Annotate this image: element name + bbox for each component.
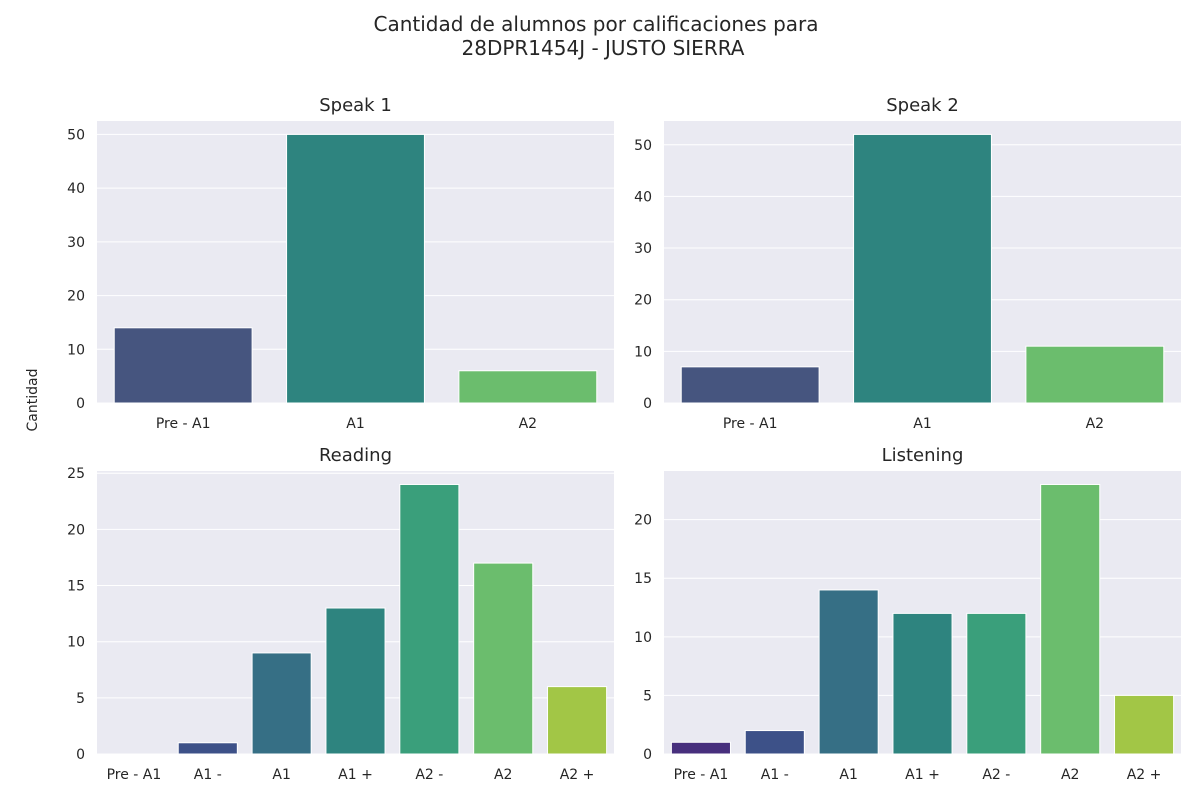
figure-title-line1: Cantidad de alumnos por calificaciones p…	[373, 12, 818, 36]
bar-a1	[853, 133, 992, 404]
y-tick-label: 5	[76, 691, 85, 707]
bar-a2	[399, 483, 460, 755]
panel-title: Reading	[319, 445, 392, 466]
bar-a2	[458, 370, 598, 404]
x-tick-label: A1 +	[905, 767, 940, 783]
y-tick-label: 5	[643, 688, 652, 704]
x-tick-label: A1	[839, 767, 857, 783]
bar-a1	[177, 742, 238, 755]
bar-a1	[286, 133, 425, 404]
y-tick-label: 30	[634, 241, 652, 257]
bar-pre-a1	[670, 741, 731, 755]
y-tick-label: 15	[634, 571, 652, 587]
x-tick-label: A2	[494, 767, 512, 783]
y-tick-label: 15	[67, 579, 85, 595]
panel-reading: 0 5 10 15 20 25 Pre - A1 A1 - A1 A1 + A2 - A2 A2 + Re…	[67, 445, 614, 783]
x-tick-label: Pre - A1	[723, 416, 778, 432]
y-tick-label: 10	[67, 342, 85, 358]
y-tick-label: 20	[67, 522, 85, 538]
x-tick-label: A2 -	[415, 767, 443, 783]
bar-pre-a1	[113, 327, 253, 404]
figure-title-line2: 28DPR1454J - JUSTO SIERRA	[462, 36, 745, 60]
y-axis-label: Cantidad	[25, 369, 41, 432]
y-tick-label: 40	[634, 189, 652, 205]
y-tick-label: 0	[643, 396, 652, 412]
y-tick-label: 20	[67, 289, 85, 305]
panel-title: Speak 2	[886, 95, 959, 116]
y-tick-label: 25	[67, 466, 85, 482]
y-tick-label: 50	[634, 138, 652, 154]
x-tick-label: A1 +	[338, 767, 373, 783]
panel-title: Listening	[882, 445, 964, 466]
bar-a2	[1114, 694, 1175, 755]
x-tick-label: A2	[1086, 416, 1104, 432]
x-tick-label: A2 +	[1127, 767, 1162, 783]
y-tick-label: 10	[67, 635, 85, 651]
x-tick-label: A1	[272, 767, 290, 783]
y-tick-label: 20	[634, 293, 652, 309]
x-tick-label: A2 +	[560, 767, 595, 783]
bar-pre-a1	[680, 366, 820, 404]
y-tick-label: 0	[643, 747, 652, 763]
bar-a1	[744, 730, 805, 755]
panel-listening: 0 5 10 15 20 Pre - A1 A1 - A1 A1 + A2 - A2 A2 + List…	[634, 445, 1181, 783]
panel-speak-1: 0 10 20 30 40 50 Pre - A1 A1 A2 Speak 1	[67, 95, 614, 432]
x-tick-label: A2	[519, 416, 537, 432]
bar-a1	[818, 589, 879, 755]
x-tick-label: A1 -	[194, 767, 222, 783]
x-tick-label: Pre - A1	[107, 767, 162, 783]
y-tick-label: 30	[67, 235, 85, 251]
x-tick-label: Pre - A1	[674, 767, 729, 783]
x-tick-label: Pre - A1	[156, 416, 211, 432]
x-tick-label: A2	[1061, 767, 1079, 783]
y-tick-label: 10	[634, 344, 652, 360]
x-tick-label: A2 -	[982, 767, 1010, 783]
bar-a2	[547, 686, 608, 755]
y-tick-label: 10	[634, 630, 652, 646]
y-tick-label: 0	[76, 747, 85, 763]
x-tick-label: A1 -	[761, 767, 789, 783]
bar-a1	[325, 607, 386, 755]
y-tick-label: 0	[76, 396, 85, 412]
bar-a2	[1025, 345, 1165, 404]
panel-title: Speak 1	[319, 95, 392, 116]
bar-a2	[473, 562, 534, 755]
x-tick-label: A1	[913, 416, 931, 432]
y-tick-label: 40	[67, 181, 85, 197]
y-tick-label: 50	[67, 127, 85, 143]
y-tick-label: 20	[634, 513, 652, 529]
panel-speak-2: 0 10 20 30 40 50 Pre - A1 A1 A2 Speak 2	[634, 95, 1181, 432]
bar-a2	[966, 612, 1027, 755]
bar-a2	[1040, 483, 1101, 755]
bar-a1	[892, 612, 953, 755]
bar-a1	[251, 652, 312, 755]
x-tick-label: A1	[346, 416, 364, 432]
